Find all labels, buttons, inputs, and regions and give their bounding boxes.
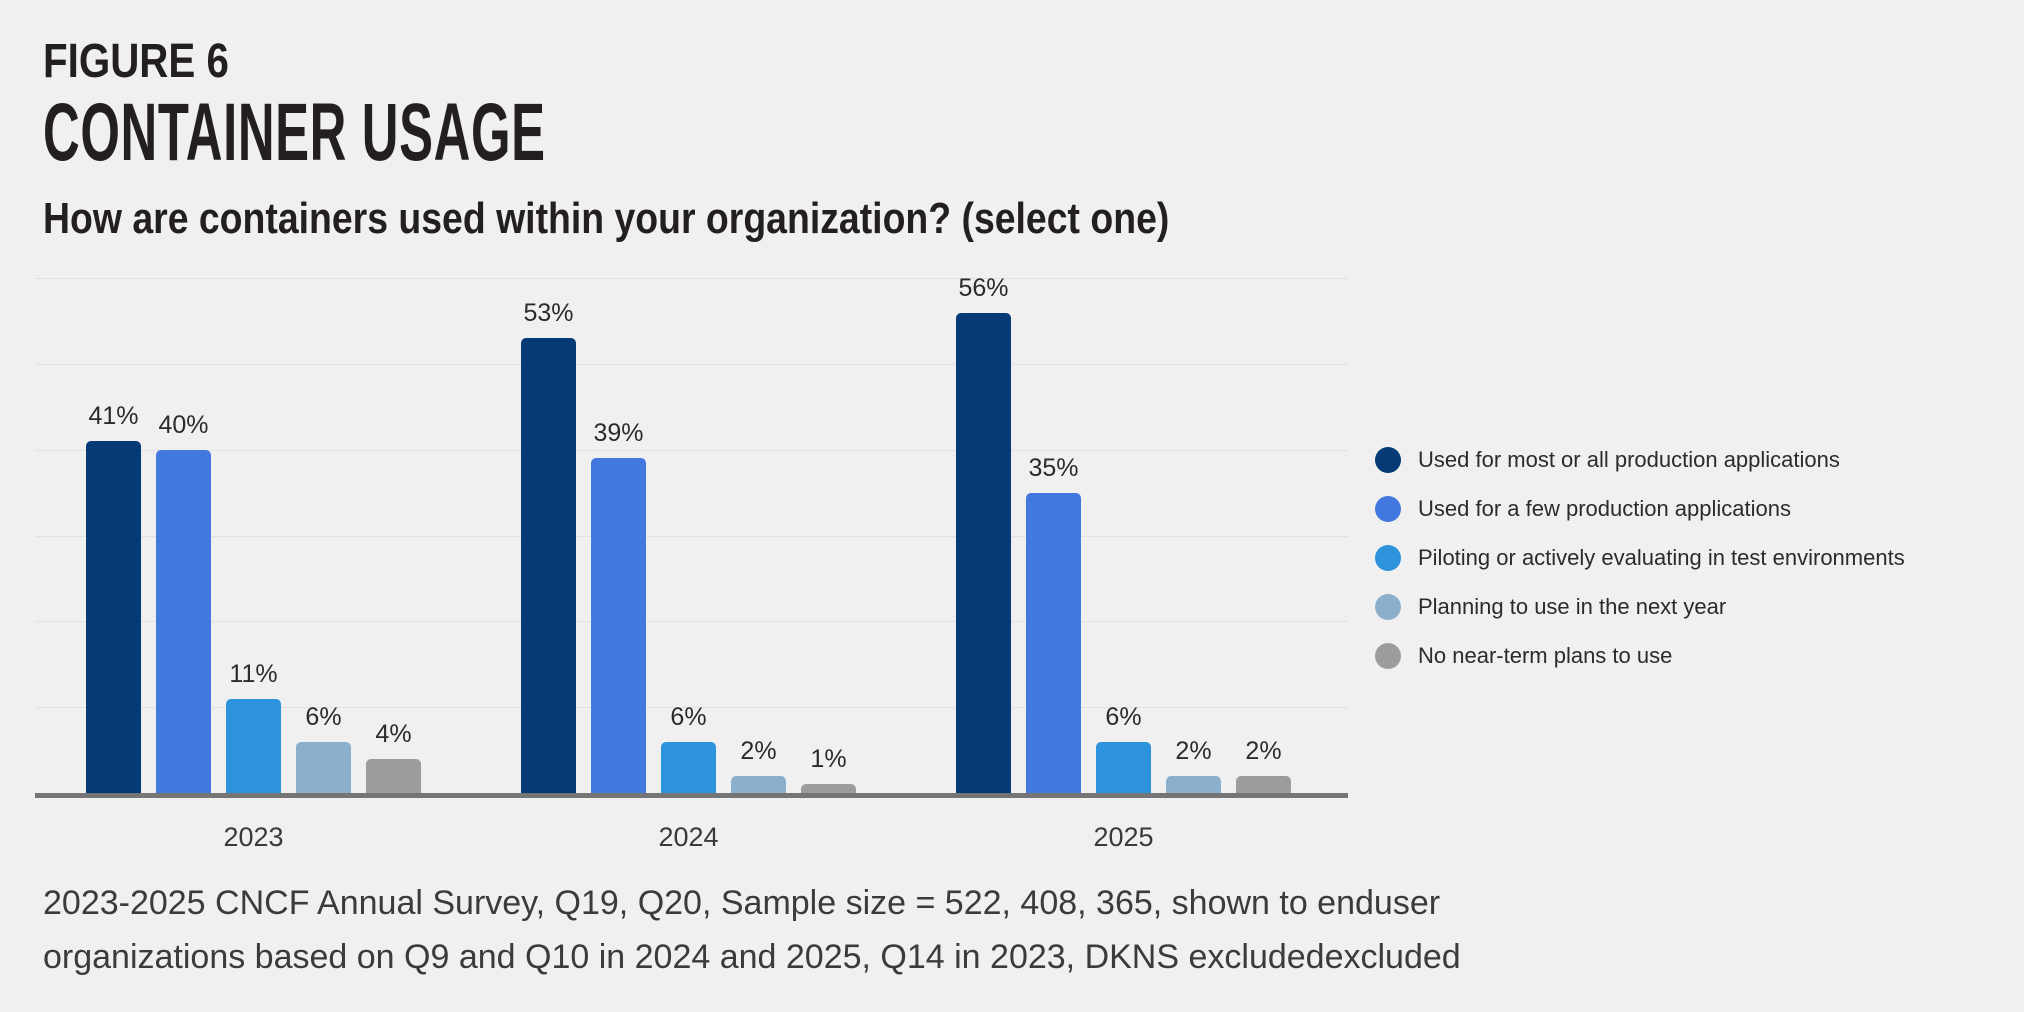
bar-value-label: 53% [523, 299, 574, 328]
bar-value-label: 2% [740, 736, 777, 765]
legend-item-4: Planning to use in the next year [1375, 594, 1905, 620]
bar-2024-series3 [661, 741, 716, 793]
legend-item-2: Used for a few production applications [1375, 496, 1905, 522]
bar-value-label: 56% [958, 273, 1009, 302]
bar-chart: 41% 40% 11% 6% 4% 2023 53% 39% 6% 2% 1% 2024 56% 35% 6… [35, 270, 1348, 870]
bar-2023-series2 [156, 449, 211, 793]
bar-2025-series5 [1236, 775, 1291, 793]
legend-item-5: No near-term plans to use [1375, 643, 1905, 669]
legend-label: Used for a few production applications [1418, 496, 1791, 521]
gridline-30pct [35, 535, 1348, 537]
bar-2025-series3 [1096, 741, 1151, 793]
legend-dot-icon [1375, 496, 1401, 522]
bar-2023-series1 [86, 441, 141, 793]
gridline-50pct [35, 364, 1348, 365]
legend-label: Planning to use in the next year [1418, 594, 1727, 619]
gridline-10pct [35, 707, 1348, 709]
figure-label: FIGURE 6 [43, 35, 229, 88]
legend-label: Piloting or actively evaluating in test … [1418, 545, 1905, 570]
legend-dot-icon [1375, 447, 1401, 473]
legend-label: Used for most or all production applicat… [1418, 447, 1840, 472]
bar-2024-series2 [591, 458, 646, 793]
gridline-60pct [35, 278, 1348, 280]
bar-value-label: 6% [305, 702, 342, 731]
bar-value-label: 39% [593, 419, 644, 448]
legend-item-3: Piloting or actively evaluating in test … [1375, 545, 1905, 571]
bar-2023-series4 [296, 741, 351, 793]
bar-value-label: 4% [375, 719, 412, 748]
x-axis-label-2023: 2023 [223, 822, 284, 852]
bar-2023-series5 [366, 758, 421, 793]
bar-2024-series5 [801, 784, 856, 793]
bar-value-label: 40% [158, 410, 209, 439]
chart-legend: Used for most or all production applicat… [1375, 447, 1905, 692]
bar-value-label: 1% [810, 745, 847, 774]
x-axis-label-2025: 2025 [1093, 822, 1154, 852]
bar-value-label: 2% [1175, 736, 1212, 765]
source-footnote-line1: 2023-2025 CNCF Annual Survey, Q19, Q20, … [43, 884, 1441, 922]
source-footnote-line2: organizations based on Q9 and Q10 in 202… [43, 938, 1461, 976]
chart-question: How are containers used within your orga… [43, 194, 1170, 243]
legend-dot-icon [1375, 643, 1401, 669]
gridline-20pct [35, 621, 1348, 623]
bar-value-label: 11% [229, 659, 278, 688]
bar-2025-series1 [956, 312, 1011, 793]
bar-2023-series3 [226, 698, 281, 793]
bar-value-label: 41% [88, 402, 139, 431]
gridline-40pct [35, 449, 1348, 451]
page-title: CONTAINER USAGE [43, 87, 546, 178]
legend-item-1: Used for most or all production applicat… [1375, 447, 1905, 473]
legend-dot-icon [1375, 594, 1401, 620]
bar-2025-series4 [1166, 775, 1221, 793]
x-axis-label-2024: 2024 [658, 822, 719, 852]
bar-2024-series1 [521, 338, 576, 793]
x-axis-line [35, 793, 1348, 798]
legend-label: No near-term plans to use [1418, 643, 1673, 668]
bar-value-label: 2% [1245, 736, 1282, 765]
bar-value-label: 6% [1105, 702, 1142, 731]
legend-dot-icon [1375, 545, 1401, 571]
bar-2024-series4 [731, 775, 786, 793]
source-footnote: 2023-2025 CNCF Annual Survey, Q19, Q20, … [43, 876, 1461, 984]
bar-value-label: 35% [1028, 453, 1079, 482]
bar-value-label: 6% [670, 702, 707, 731]
bar-2025-series2 [1026, 492, 1081, 793]
